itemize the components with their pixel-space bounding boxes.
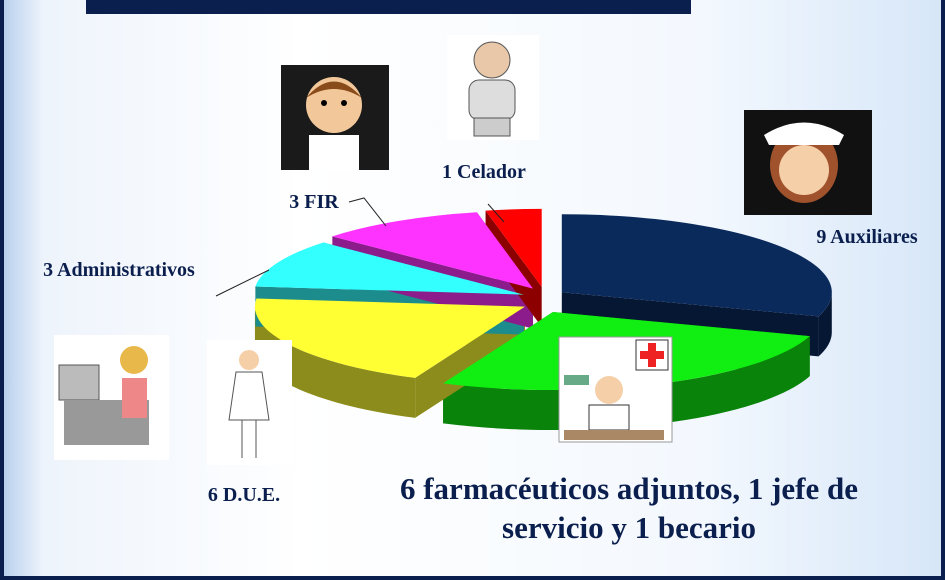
slice-label: 6 farmacéuticos adjuntos, 1 jefe de serv…: [399, 471, 859, 545]
slice-label: 3 Administrativos: [43, 259, 195, 281]
leader-line: [348, 197, 387, 227]
title-bar: [86, 0, 691, 14]
slice: [332, 212, 533, 289]
clipart-pharmacy: [558, 336, 673, 443]
slice-label: 1 Celador: [442, 161, 526, 183]
slice-tops: [254, 208, 832, 391]
slice: [254, 298, 525, 378]
clipart-nurse: [744, 110, 872, 215]
clipart-celador: [447, 35, 539, 140]
clipart-secretary: [54, 335, 169, 460]
slice-rim: [818, 292, 832, 357]
slice-label: 6 D.U.E.: [207, 484, 281, 506]
slice-label: 9 Auxiliares: [816, 226, 918, 248]
slice: [485, 208, 542, 287]
slice: [255, 242, 524, 295]
clipart-due: [207, 340, 292, 465]
clipart-pharmacist: [281, 65, 389, 170]
chart: [54, 35, 872, 465]
leader-line: [215, 269, 270, 297]
slice-rim: [443, 336, 810, 431]
slice-label: 3 FIR: [289, 191, 339, 213]
slice-rim: [254, 306, 416, 418]
slice: [561, 214, 832, 317]
leader-line: [487, 203, 505, 223]
pie: [254, 208, 832, 431]
